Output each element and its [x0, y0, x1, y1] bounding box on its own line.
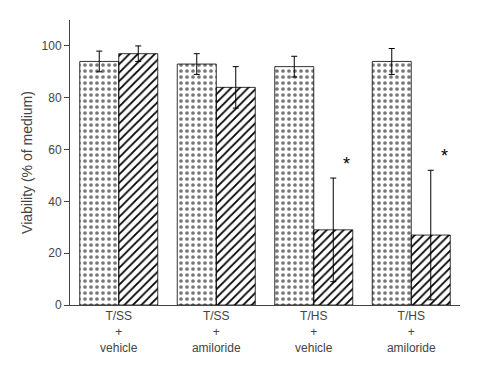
svg-text:100: 100: [42, 39, 62, 53]
svg-text:0: 0: [55, 298, 62, 312]
svg-text:80: 80: [48, 91, 62, 105]
svg-text:Viability (% of medium): Viability (% of medium): [19, 91, 35, 234]
svg-text:T/SS+amiloride: T/SS+amiloride: [192, 309, 241, 354]
svg-text:T/HS+vehicle: T/HS+vehicle: [295, 309, 333, 354]
svg-text:*: *: [441, 146, 448, 166]
svg-text:20: 20: [48, 246, 62, 260]
svg-text:T/SS+vehicle: T/SS+vehicle: [100, 309, 138, 354]
svg-text:40: 40: [48, 195, 62, 209]
svg-text:T/HS+amiloride: T/HS+amiloride: [387, 309, 436, 354]
svg-text:*: *: [343, 154, 350, 174]
svg-text:60: 60: [48, 143, 62, 157]
